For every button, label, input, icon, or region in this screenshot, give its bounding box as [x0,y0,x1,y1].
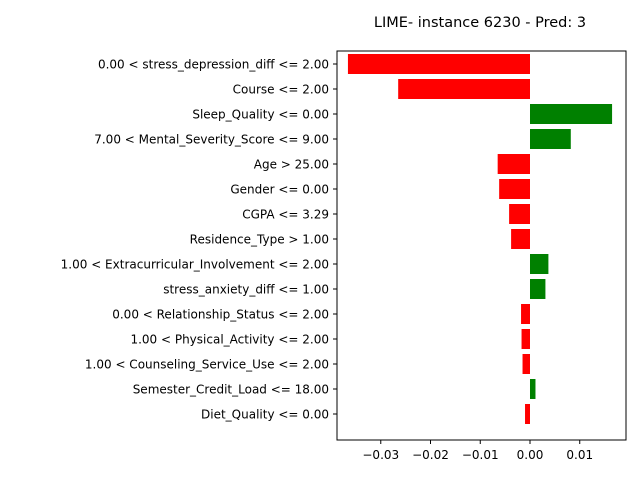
bar-1-00-extracurricular-involvement-2-00 [529,254,549,274]
y-tick-label: 0.00 < Relationship_Status <= 2.00 [112,308,329,322]
chart-title: LIME- instance 6230 - Pred: 3 [374,15,586,31]
bar-course-2-00 [398,79,530,99]
x-tick-label: −0.01 [462,448,499,462]
y-tick-label: CGPA <= 3.29 [242,208,329,222]
bar-residence-type-1-00 [511,229,530,249]
y-tick-label: 1.00 < Physical_Activity <= 2.00 [130,333,329,347]
bar-gender-0-00 [499,179,530,199]
x-tick-label: 0.00 [517,448,544,462]
y-tick-label: 1.00 < Counseling_Service_Use <= 2.00 [85,358,329,372]
y-tick-label: stress_anxiety_diff <= 1.00 [163,283,329,297]
x-axis: −0.03 −0.02 −0.01 0.00 0.01 [362,440,593,462]
y-tick-label: Sleep_Quality <= 0.00 [192,108,329,122]
y-tick-labels: 0.00 < stress_depression_diff <= 2.00 Cou… [61,58,337,422]
bar-1-00-physical-activity-2-00 [521,329,530,349]
x-tick-label: 0.01 [566,448,593,462]
y-tick-label: 1.00 < Extracurricular_Involvement <= 2.… [61,258,329,272]
bar-1-00-counseling-service-use-2-00 [522,354,530,374]
x-tick-label: −0.03 [362,448,399,462]
y-tick-label: 0.00 < stress_depression_diff <= 2.00 [98,58,329,72]
bar-age-25-00 [497,154,530,174]
bar-semester-credit-load-18-00 [529,379,536,399]
y-tick-label: Gender <= 0.00 [230,183,329,197]
bar-0-00-stress-depression-diff-2-00 [347,54,530,74]
bar-stress-anxiety-diff-1-00 [529,279,546,299]
y-tick-label: Semester_Credit_Load <= 18.00 [133,383,329,397]
y-tick-label: 7.00 < Mental_Severity_Score <= 9.00 [94,133,329,147]
bar-diet-quality-0-00 [525,404,530,424]
x-tick-label: −0.02 [412,448,449,462]
y-tick-label: Age > 25.00 [254,158,329,172]
bar-7-00-mental-severity-score-9-00 [529,129,571,149]
y-tick-label: Diet_Quality <= 0.00 [201,408,329,422]
bar-0-00-relationship-status-2-00 [521,304,530,324]
plot-frame [336,50,627,441]
y-tick-label: Residence_Type > 1.00 [190,233,329,247]
y-tick-label: Course <= 2.00 [233,83,329,97]
bars-group [347,54,613,424]
bar-sleep-quality-0-00 [529,104,613,124]
bar-cgpa-3-29 [509,204,530,224]
